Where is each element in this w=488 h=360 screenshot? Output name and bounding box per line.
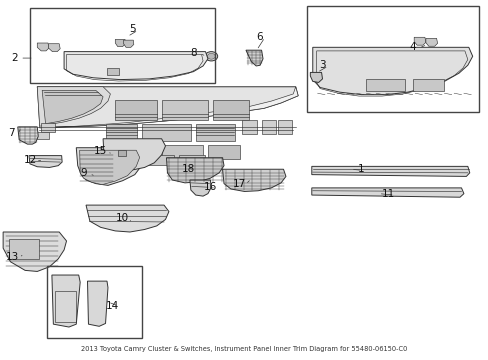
- Text: 14: 14: [106, 301, 119, 311]
- Polygon shape: [312, 47, 472, 95]
- Bar: [306, 6, 478, 112]
- Polygon shape: [76, 148, 144, 185]
- Text: 3: 3: [319, 60, 325, 70]
- Bar: [55, 291, 76, 321]
- Circle shape: [204, 51, 217, 61]
- Text: 1: 1: [358, 164, 364, 174]
- Bar: [147, 155, 173, 165]
- Polygon shape: [37, 87, 298, 128]
- Bar: [207, 145, 239, 159]
- Polygon shape: [52, 275, 80, 327]
- Bar: [30, 8, 215, 83]
- Bar: [242, 120, 256, 134]
- Polygon shape: [37, 87, 298, 127]
- Text: 15: 15: [94, 146, 107, 156]
- Polygon shape: [115, 40, 125, 46]
- Text: 4: 4: [408, 42, 415, 52]
- Bar: [105, 125, 137, 140]
- Polygon shape: [64, 51, 207, 80]
- Polygon shape: [311, 188, 463, 197]
- Bar: [41, 123, 55, 132]
- Text: 2: 2: [11, 53, 18, 63]
- Text: 10: 10: [116, 213, 129, 222]
- Bar: [107, 68, 119, 75]
- Text: 16: 16: [203, 182, 217, 192]
- Polygon shape: [189, 180, 211, 196]
- Bar: [115, 100, 157, 121]
- Polygon shape: [3, 232, 66, 271]
- Bar: [9, 239, 39, 259]
- Polygon shape: [311, 166, 469, 176]
- Text: 5: 5: [129, 24, 135, 35]
- Polygon shape: [425, 39, 437, 46]
- Bar: [47, 266, 142, 338]
- Text: 8: 8: [190, 48, 196, 58]
- Text: 6: 6: [255, 32, 262, 41]
- Bar: [118, 150, 126, 156]
- Polygon shape: [29, 156, 62, 167]
- Polygon shape: [80, 150, 140, 185]
- Polygon shape: [103, 139, 165, 170]
- Bar: [195, 125, 234, 140]
- Polygon shape: [222, 169, 285, 192]
- Bar: [412, 78, 444, 91]
- Polygon shape: [86, 205, 168, 232]
- Text: 17: 17: [232, 179, 246, 189]
- Bar: [366, 78, 405, 91]
- Bar: [161, 100, 207, 121]
- Bar: [120, 145, 157, 159]
- Polygon shape: [18, 127, 38, 144]
- Polygon shape: [413, 37, 425, 45]
- Polygon shape: [166, 158, 224, 183]
- Bar: [37, 132, 49, 139]
- Polygon shape: [245, 50, 263, 66]
- Polygon shape: [87, 281, 108, 326]
- Polygon shape: [123, 40, 134, 47]
- Text: 7: 7: [8, 129, 15, 138]
- Text: 12: 12: [23, 155, 37, 165]
- Text: 13: 13: [6, 252, 20, 262]
- Text: 18: 18: [182, 164, 195, 174]
- Bar: [212, 100, 249, 121]
- Polygon shape: [310, 72, 322, 82]
- Polygon shape: [37, 43, 49, 51]
- Bar: [161, 145, 203, 159]
- Polygon shape: [37, 87, 110, 126]
- Text: 2013 Toyota Camry Cluster & Switches, Instrument Panel Inner Trim Diagram for 55: 2013 Toyota Camry Cluster & Switches, In…: [81, 346, 407, 352]
- Bar: [277, 120, 292, 134]
- Bar: [178, 155, 205, 165]
- Text: 11: 11: [381, 189, 394, 199]
- Bar: [261, 120, 276, 134]
- Polygon shape: [48, 44, 60, 51]
- Bar: [142, 124, 190, 141]
- Text: 9: 9: [80, 168, 87, 178]
- Polygon shape: [42, 90, 103, 124]
- Circle shape: [207, 53, 215, 59]
